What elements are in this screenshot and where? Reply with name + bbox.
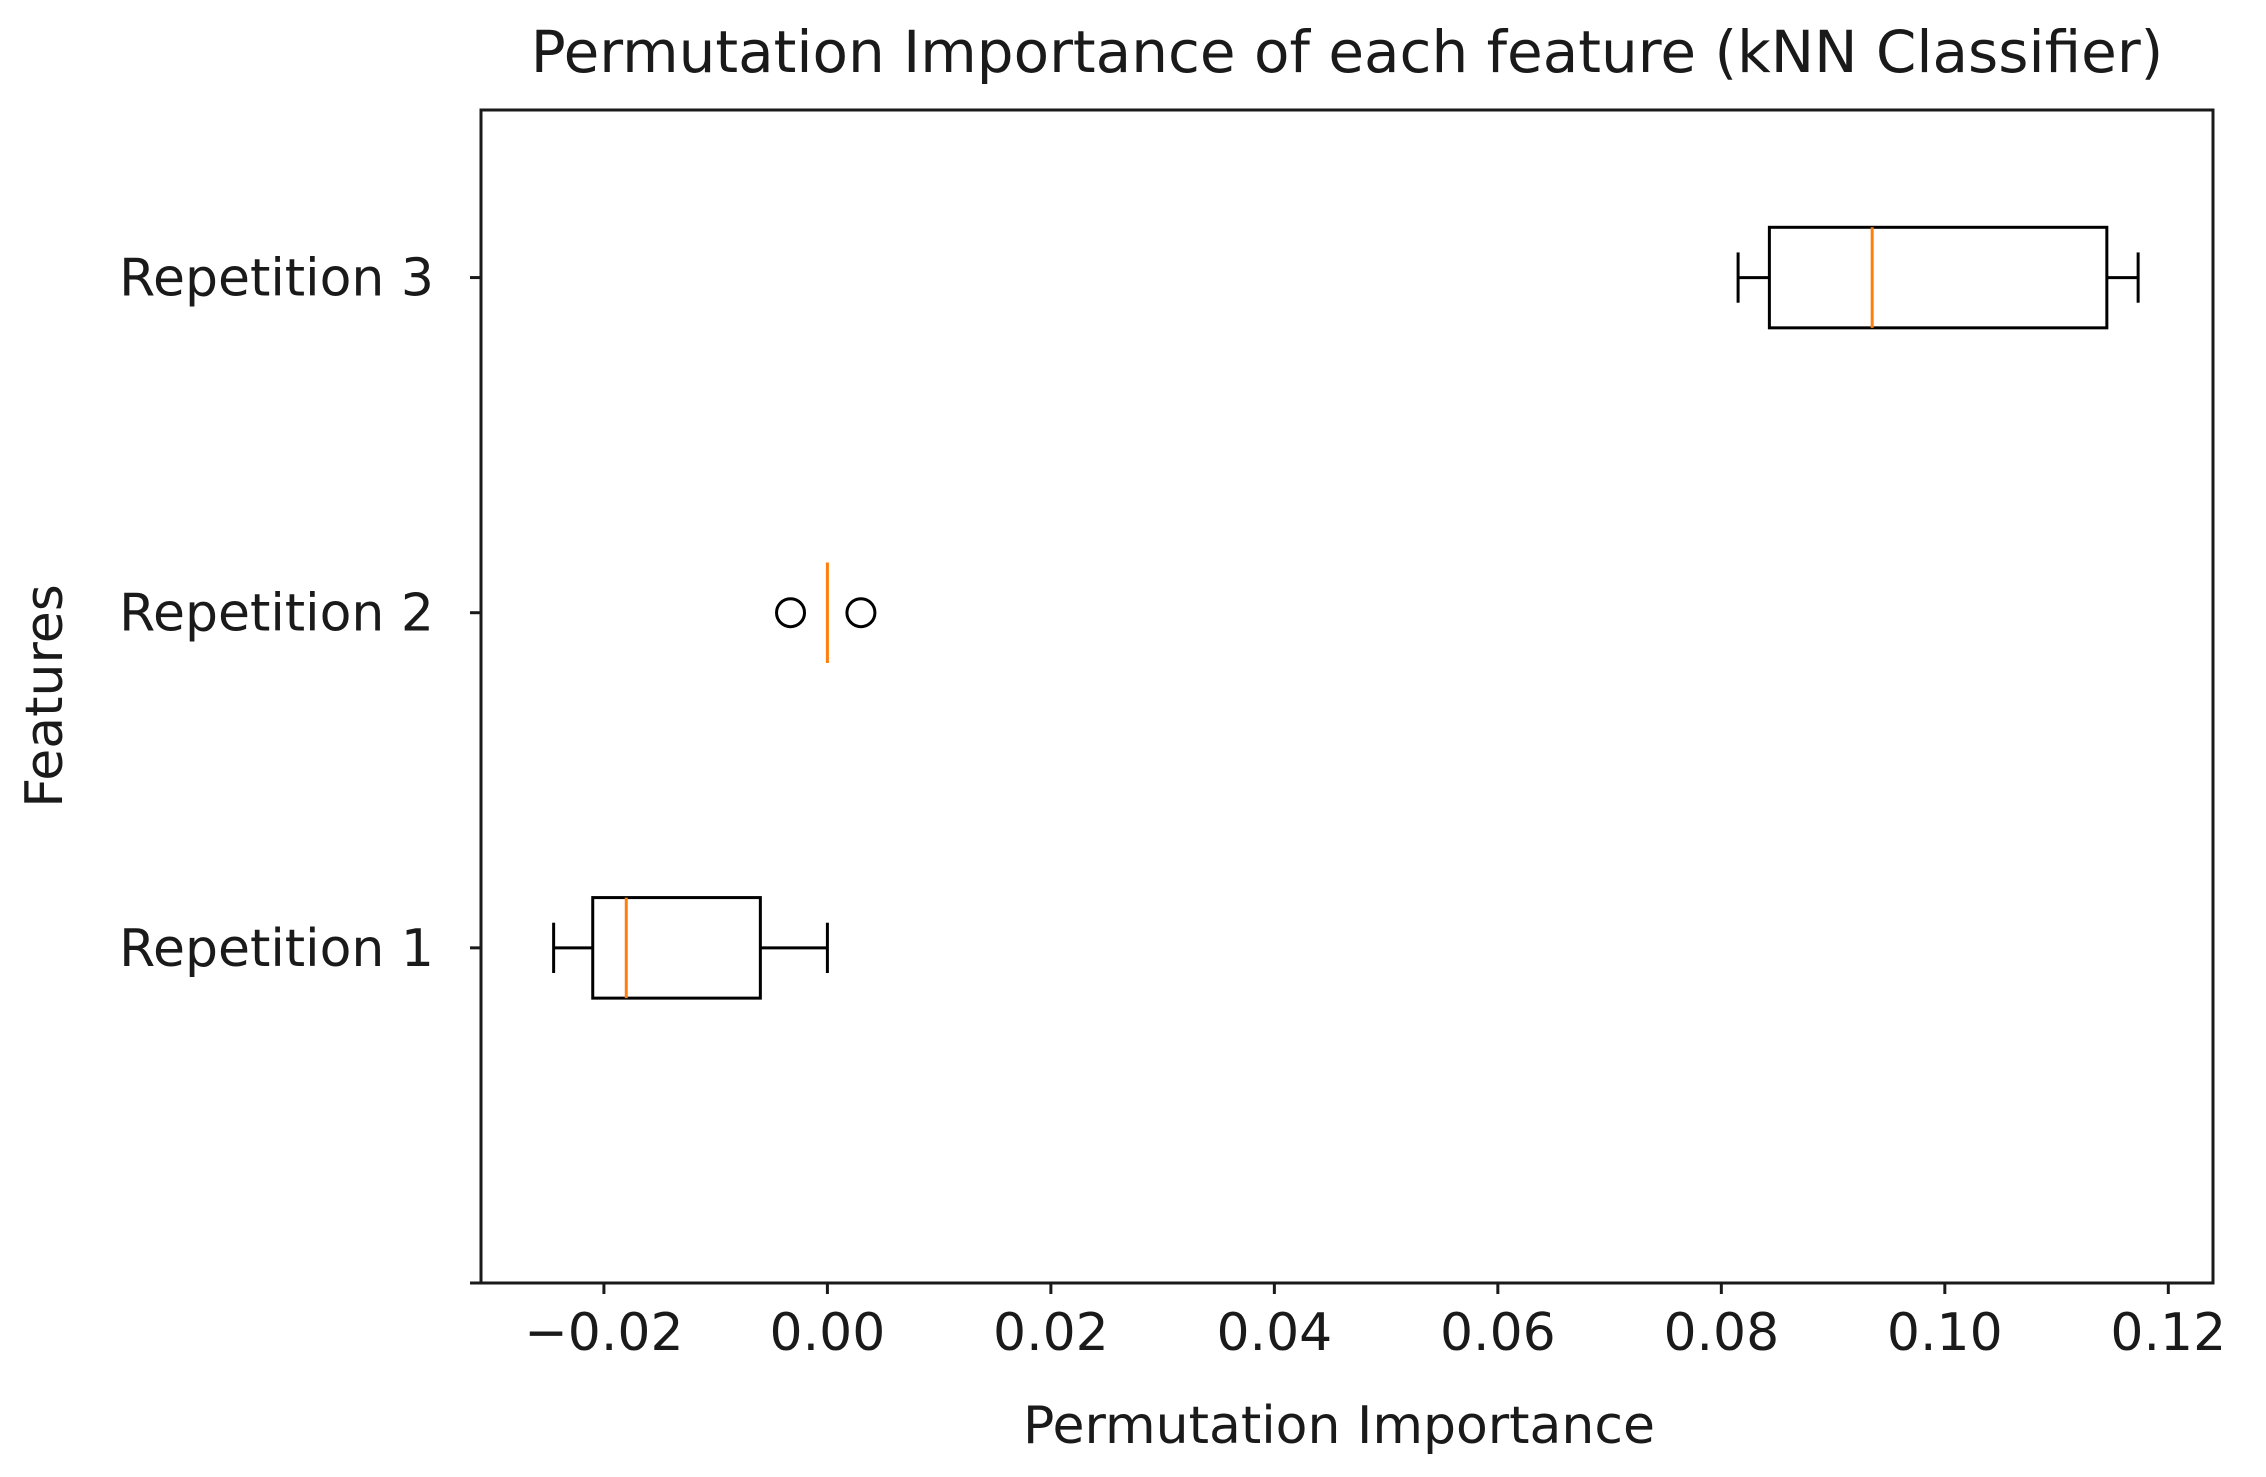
x-tick-label: 0.00 xyxy=(770,1303,886,1363)
x-tick-label: 0.08 xyxy=(1663,1303,1779,1363)
chart-title: Permutation Importance of each feature (… xyxy=(531,18,2164,86)
y-tick-label: Repetition 3 xyxy=(119,249,434,309)
x-axis-label: Permutation Importance xyxy=(1023,1396,1655,1456)
x-tick-label: 0.02 xyxy=(993,1303,1109,1363)
axes-frame xyxy=(479,108,2215,1285)
x-tick-label: −0.02 xyxy=(524,1303,683,1363)
y-axis-label: Features xyxy=(15,584,75,808)
y-tick-label: Repetition 2 xyxy=(119,584,434,644)
x-tick-label: 0.04 xyxy=(1216,1303,1332,1363)
y-axis-ticks: Repetition 1 Repetition 2 Repetition 3 xyxy=(119,249,481,1285)
x-tick-label: 0.06 xyxy=(1440,1303,1556,1363)
box-group xyxy=(1736,225,2140,330)
x-tick-label: 0.10 xyxy=(1887,1303,2003,1363)
box-group xyxy=(775,562,877,663)
plot-area xyxy=(552,225,2140,1000)
box-group xyxy=(552,896,829,1000)
box-iqr xyxy=(1767,225,2109,330)
x-tick-label: 0.12 xyxy=(2110,1303,2226,1363)
outlier-point xyxy=(845,597,877,629)
x-axis-ticks: −0.02 0.00 0.02 0.04 0.06 0.08 0.10 0.12 xyxy=(524,1283,2226,1363)
y-tick-label: Repetition 1 xyxy=(119,919,434,979)
box-iqr xyxy=(591,896,762,1000)
outlier-point xyxy=(775,597,807,629)
